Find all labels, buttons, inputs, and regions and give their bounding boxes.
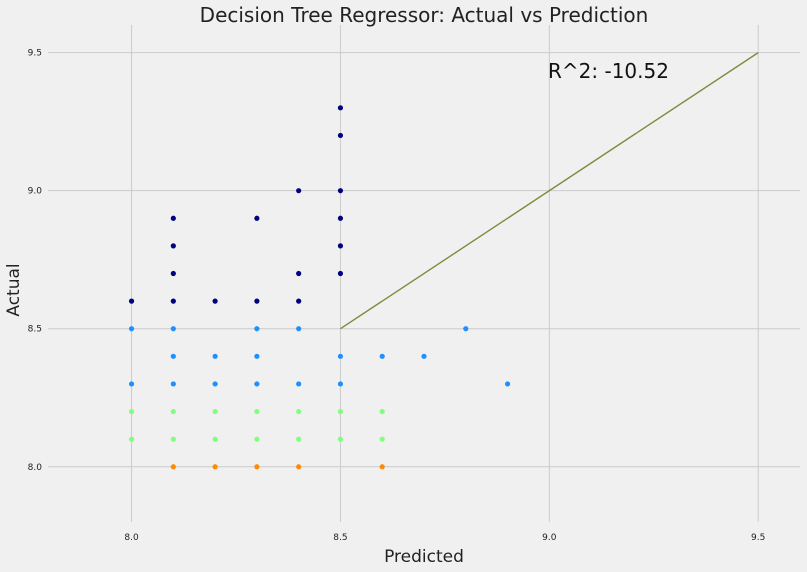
scatter-point (379, 353, 385, 359)
scatter-point (254, 408, 260, 415)
scatter-point (170, 215, 176, 221)
scatter-point (296, 436, 302, 442)
scatter-point (170, 436, 176, 442)
scatter-point (212, 436, 218, 442)
x-tick-label: 8.0 (124, 533, 139, 543)
reference-line-layer (340, 52, 759, 330)
scatter-point (296, 270, 302, 277)
scatter-point (254, 353, 260, 359)
scatter-point (296, 464, 302, 470)
scatter-point (379, 464, 385, 470)
scatter-point (337, 132, 344, 139)
data-points (128, 105, 511, 470)
scatter-point (128, 408, 135, 415)
y-tick-label: 9.5 (28, 49, 42, 59)
scatter-point (170, 326, 176, 332)
scatter-point (254, 215, 260, 221)
chart-title: Decision Tree Regressor: Actual vs Predi… (200, 3, 649, 27)
scatter-point (170, 270, 176, 277)
scatter-point (296, 298, 302, 304)
scatter-point (170, 243, 176, 249)
x-tick-label: 9.5 (751, 533, 765, 543)
scatter-point (296, 326, 302, 332)
tick-labels: 8.0 8.5 9.0 9.5 8.0 8.5 9.0 9.5 (28, 49, 766, 543)
scatter-point (254, 464, 260, 470)
scatter-point (170, 353, 176, 359)
y-axis-title: Actual (4, 263, 24, 316)
reference-line (340, 52, 759, 330)
scatter-point (128, 326, 135, 332)
scatter-point (254, 381, 260, 387)
scatter-point (254, 326, 260, 332)
scatter-point (504, 381, 511, 387)
y-tick-label: 8.0 (28, 463, 43, 473)
scatter-point (212, 408, 218, 415)
x-tick-label: 8.5 (333, 533, 347, 543)
scatter-point (337, 105, 344, 111)
scatter-point (212, 353, 218, 359)
scatter-point (337, 270, 344, 277)
scatter-point (296, 381, 302, 387)
y-tick-label: 9.0 (28, 187, 43, 197)
scatter-point (170, 464, 176, 470)
scatter-point (296, 408, 302, 415)
scatter-point (212, 381, 218, 387)
scatter-point (421, 353, 427, 359)
scatter-point (337, 243, 344, 249)
x-tick-label: 9.0 (542, 533, 557, 543)
scatter-point (337, 215, 344, 221)
scatter-point (254, 298, 260, 304)
scatter-point (170, 408, 176, 415)
scatter-point (170, 298, 176, 304)
scatter-point (337, 381, 344, 387)
y-tick-label: 8.5 (28, 325, 42, 335)
scatter-point (212, 464, 218, 470)
scatter-point (463, 326, 469, 332)
scatter-point (170, 381, 176, 387)
scatter-point (337, 436, 344, 442)
scatter-point (337, 188, 344, 194)
scatter-point (128, 436, 135, 442)
scatter-point (337, 353, 344, 359)
scatter-point (254, 436, 260, 442)
r-squared-annotation: R^2: -10.52 (548, 59, 669, 83)
scatter-point (128, 381, 135, 387)
scatter-point (212, 298, 218, 304)
scatter-point (296, 188, 302, 194)
scatter-point (337, 408, 344, 415)
scatter-point (128, 298, 135, 304)
scatter-point (379, 436, 385, 442)
scatter-point (379, 408, 385, 415)
x-axis-title: Predicted (384, 547, 464, 567)
